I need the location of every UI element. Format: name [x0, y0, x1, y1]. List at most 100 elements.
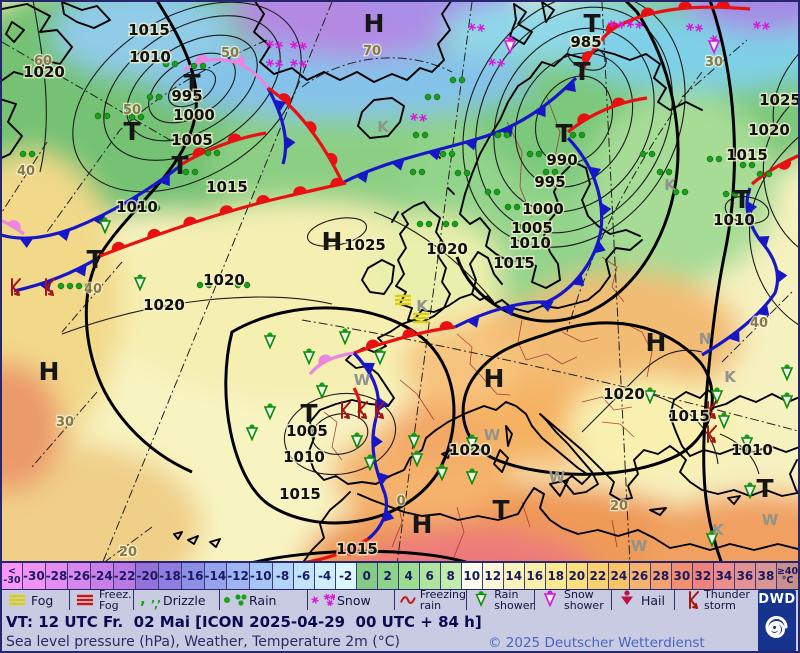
front-marker — [611, 97, 626, 107]
drizzle-icon: ,,,, — [140, 590, 161, 611]
thunder-icon — [11, 278, 21, 296]
low-label: T — [86, 245, 103, 274]
front-marker — [563, 79, 576, 93]
front-marker — [377, 472, 389, 486]
map-labels: HHHHHHTTTTTTTTTTT10151010995100010051020… — [16, 9, 798, 561]
shower-icon — [717, 412, 731, 430]
scale-cell: 6 — [419, 563, 441, 589]
pressure-label: 1005 — [171, 131, 213, 149]
front-marker — [539, 301, 554, 312]
warm-front — [181, 131, 267, 166]
freezrain-icon — [400, 596, 416, 604]
scale-cell: 18 — [545, 563, 567, 589]
front-marker — [777, 159, 791, 170]
front-marker — [534, 104, 546, 118]
scale-cell: ≥40 °C — [776, 563, 798, 589]
pressure-label: 1015 — [336, 540, 378, 558]
rain-icon — [234, 281, 251, 289]
scale-cell: -8 — [272, 563, 294, 589]
scale-cell: -14 — [204, 563, 228, 589]
front-marker — [183, 216, 198, 226]
high-label: H — [39, 357, 60, 386]
airmass-label: K — [377, 118, 390, 136]
pressure-label: 995 — [171, 87, 202, 105]
shower-icon — [435, 464, 449, 482]
rain-icon — [94, 112, 111, 120]
thunder-icon — [707, 425, 717, 443]
front-marker — [355, 170, 369, 183]
legend-bar: Fog Freez. Fog,,,, Drizzle Rain Snow Freezing… — [2, 588, 755, 612]
cold-front — [13, 256, 99, 293]
shower-icon — [338, 328, 352, 346]
shower-icon — [643, 387, 657, 405]
pressure-label: 1015 — [128, 21, 170, 39]
rain-icon — [190, 62, 207, 70]
scale-cell: -22 — [113, 563, 137, 589]
rain-icon — [442, 220, 459, 228]
legend-label: Freez. Fog — [99, 588, 132, 612]
low-label: T — [756, 474, 773, 503]
shower-icon — [133, 274, 147, 292]
snow-icon — [265, 58, 284, 69]
scale-cell: 26 — [629, 563, 651, 589]
front-marker — [678, 2, 693, 9]
front-marker — [285, 135, 296, 150]
pressure-label: 1000 — [522, 200, 564, 218]
legend-label: Rain — [249, 592, 277, 608]
shower-icon — [710, 387, 724, 405]
airmass-label: W — [631, 537, 648, 555]
warm-front — [578, 5, 751, 77]
scale-cell: -12 — [227, 563, 250, 589]
pressure-label: 1015 — [668, 407, 710, 425]
front-marker — [427, 148, 442, 161]
pressure-label: 1010 — [509, 234, 551, 252]
pressure-label: 1015 — [493, 254, 535, 272]
warm-front — [304, 537, 369, 561]
front-marker — [372, 434, 383, 449]
weather-symbols — [11, 19, 794, 548]
airmass-label: W — [549, 468, 566, 486]
scale-cell: 32 — [692, 563, 714, 589]
pressure-label: 1020 — [748, 121, 790, 139]
pressure-label: 1010 — [283, 448, 325, 466]
shower-icon — [465, 434, 479, 452]
scale-cell: 16 — [524, 563, 546, 589]
copyright-text: © 2025 Deutscher Wetterdienst — [488, 635, 705, 651]
legend-item-fog: Fog — [2, 590, 70, 610]
graticule-label: 20 — [610, 499, 628, 514]
front-marker — [219, 205, 234, 215]
fronts — [2, 2, 798, 561]
front-marker — [572, 274, 585, 286]
low-label: T — [573, 57, 590, 86]
occluded-front — [2, 218, 25, 236]
scale-cell: -20 — [136, 563, 160, 589]
shower-icon — [705, 530, 719, 548]
pressure-label: 1015 — [206, 178, 248, 196]
rain-icon — [162, 60, 179, 68]
scale-cell: 20 — [566, 563, 588, 589]
scale-cell: -6 — [293, 563, 315, 589]
legend-item-freezrain: Freezing rain — [395, 589, 467, 611]
shower-icon — [465, 468, 479, 486]
legend-label: Snow shower — [564, 588, 604, 612]
legend-label: Hail — [641, 592, 666, 608]
front-marker — [600, 202, 612, 217]
high-label: H — [322, 227, 343, 256]
rain-icon — [449, 76, 466, 84]
front-marker — [362, 362, 375, 375]
front-marker — [57, 229, 71, 242]
front-marker — [640, 7, 655, 17]
low-label: T — [733, 185, 750, 214]
country-borders — [323, 96, 653, 558]
high-label: H — [412, 510, 433, 539]
legend-item-hail: Hail — [612, 590, 675, 610]
svg-text:,: , — [154, 598, 158, 611]
snow-icon — [467, 22, 486, 33]
pressure-label: 1010 — [116, 198, 158, 216]
graticule-label: 0 — [396, 494, 405, 509]
pressure-label: 1010 — [713, 211, 755, 229]
front-marker — [746, 200, 758, 215]
shower-icon — [740, 434, 754, 452]
rain-icon — [542, 168, 559, 176]
